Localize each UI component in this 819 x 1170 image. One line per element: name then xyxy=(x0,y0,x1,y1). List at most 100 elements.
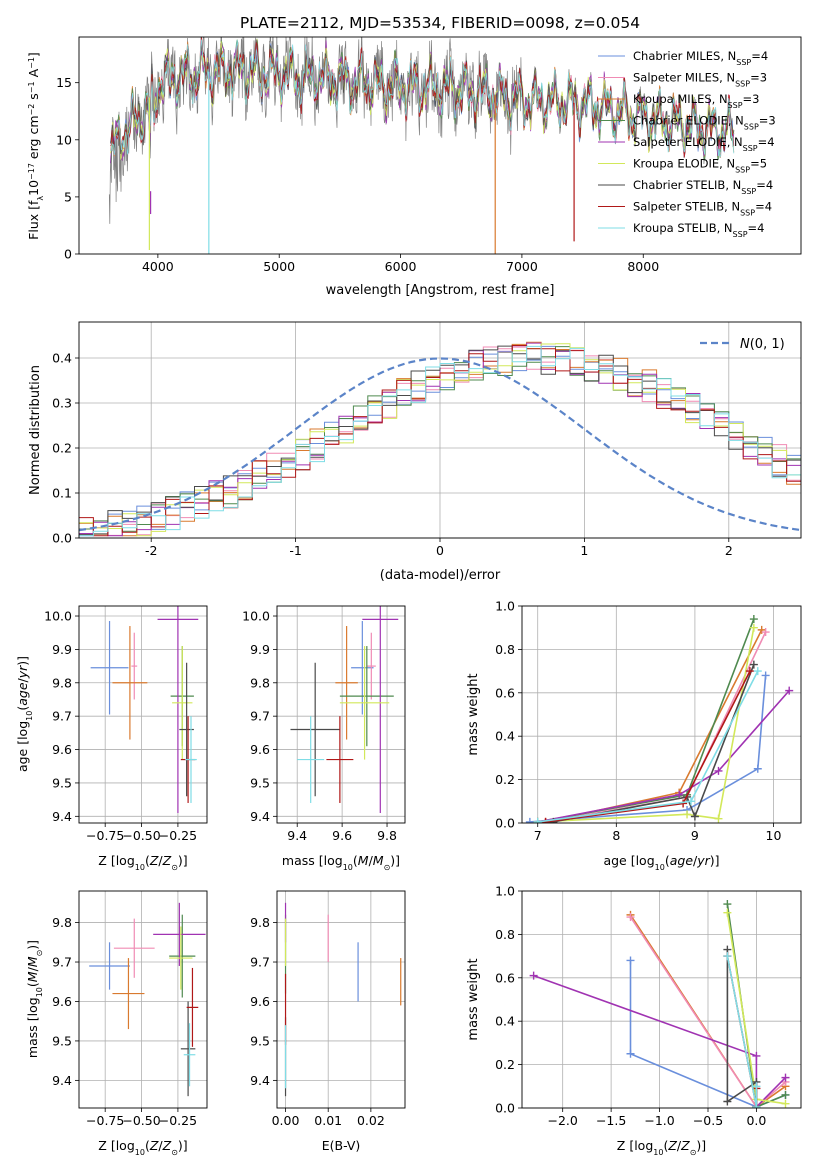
y-tick-label: 1.0 xyxy=(495,599,515,614)
x-tick-label: 7 xyxy=(534,828,542,843)
x-tick-label: 8 xyxy=(612,828,620,843)
spectrum-panel: 4000 5000 6000 7000 8000 0 5 10 15 wavelength [An… xyxy=(26,36,802,298)
x-tick-label: −0.75 xyxy=(86,1113,124,1128)
weight-marker xyxy=(714,814,723,823)
errorbars xyxy=(89,902,206,1097)
x-tick-label: 0.00 xyxy=(272,1113,300,1128)
legend-label: Chabrier MILES, NSSP=4 xyxy=(633,49,768,67)
weight-marker xyxy=(529,971,538,980)
figure-title: PLATE=2112, MJD=53534, FIBERID=0098, z=0… xyxy=(240,14,640,32)
legend: Chabrier MILES, NSSP=4 Salpeter MILES, NS… xyxy=(598,49,776,239)
y-axis-label: Flux [fλ10−17 erg cm−2 s−1 A−1] xyxy=(26,52,45,240)
histogram-steps xyxy=(79,341,801,537)
x-tick-label: 5000 xyxy=(263,259,295,274)
y-tick-label: 0.1 xyxy=(52,486,72,501)
errorbar-point xyxy=(351,621,374,715)
errorbar-point xyxy=(185,716,197,803)
axes-frame xyxy=(78,36,802,255)
y-tick-label: 9.4 xyxy=(52,1073,72,1088)
errorbar-point xyxy=(180,1001,196,1097)
weight-lines xyxy=(525,615,794,823)
age-vs-mass-panel: 9.4 9.6 9.8 9.4 9.5 9.6 9.7 9.8 9.9 10.0 mass [log… xyxy=(242,605,406,872)
residual-histogram-panel: -2 -1 0 1 2 0.0 0.1 0.2 0.3 0.4 (data-model)/error… xyxy=(28,321,802,583)
errorbar-point xyxy=(186,967,199,1047)
x-tick-label: −0.75 xyxy=(86,828,124,843)
x-axis-label: mass [log10(M/M⊙)] xyxy=(282,853,400,872)
weight-marker xyxy=(714,766,723,775)
spectrum-lines xyxy=(108,37,735,254)
x-tick-label: 10 xyxy=(766,828,782,843)
x-axis-label: E(B-V) xyxy=(322,1138,361,1153)
x-axis-label: age [log10(age/yr)] xyxy=(603,853,719,872)
x-tick-label: 4000 xyxy=(142,259,174,274)
errorbar-point xyxy=(339,646,394,747)
weight-marker xyxy=(761,671,770,680)
legend-label: Kroupa STELIB, NSSP=4 xyxy=(633,221,764,239)
weight-marker xyxy=(781,1090,790,1099)
weight-marker xyxy=(749,660,758,669)
weight-series-7 xyxy=(553,664,755,823)
y-axis-label: mass weight xyxy=(466,673,481,755)
axes-frame xyxy=(521,605,802,824)
axes-frame xyxy=(276,605,406,824)
x-tick-label: 9.8 xyxy=(377,828,397,843)
errorbar-point xyxy=(112,626,148,740)
y-tick-label: 0.4 xyxy=(52,351,72,366)
y-tick-label: 9.9 xyxy=(52,642,72,657)
errorbar-point xyxy=(112,958,145,1030)
y-tick-label: 9.6 xyxy=(250,742,270,757)
y-tick-label: 9.6 xyxy=(52,742,72,757)
errorbars xyxy=(90,606,199,813)
x-axis-label: wavelength [Angstrom, rest frame] xyxy=(326,283,555,298)
y-axis-label: mass [log10(M/M⊙)] xyxy=(25,940,44,1058)
weight-marker xyxy=(686,797,695,806)
legend-label: Salpeter STELIB, NSSP=4 xyxy=(633,200,772,218)
errorbar-point xyxy=(339,646,390,760)
y-tick-label: 0.6 xyxy=(495,970,515,985)
x-tick-label: −0.50 xyxy=(122,1113,160,1128)
errorbar-point xyxy=(362,606,399,813)
y-tick-label: 9.8 xyxy=(52,675,72,690)
y-tick-label: 5 xyxy=(64,189,72,204)
errorbar-point xyxy=(90,621,129,715)
y-tick-label: 1.0 xyxy=(495,884,515,899)
axes-frame xyxy=(78,890,208,1109)
errorbar-point xyxy=(89,942,130,990)
weight-marker xyxy=(626,956,635,965)
y-tick-label: 9.7 xyxy=(52,709,72,724)
weight-marker xyxy=(723,900,732,909)
weight-vs-age-panel: 7 8 9 10 0.0 0.2 0.4 0.6 0.8 1.0 age [log10(age/yr… xyxy=(466,599,802,872)
legend-label: Kroupa MILES, NSSP=3 xyxy=(633,92,759,110)
x-tick-label: −2.0 xyxy=(548,1113,578,1128)
y-tick-label: 0.2 xyxy=(52,441,72,456)
y-tick-label: 0.0 xyxy=(52,531,72,546)
errorbar-point xyxy=(153,902,206,966)
model-spectrum-6 xyxy=(110,38,735,160)
y-tick-label: 9.5 xyxy=(52,1033,72,1048)
x-tick-label: −0.5 xyxy=(693,1113,723,1128)
model-spectrum-9 xyxy=(110,39,735,158)
weight-marker xyxy=(761,628,770,637)
y-axis-label: mass weight xyxy=(466,958,481,1040)
legend-label: Chabrier STELIB, NSSP=4 xyxy=(633,178,773,196)
x-tick-label: 8000 xyxy=(627,259,659,274)
x-tick-label: 1 xyxy=(580,543,588,558)
weight-series-6 xyxy=(537,627,755,823)
x-tick-label: −0.50 xyxy=(122,828,160,843)
y-axis-label: Normed distribution xyxy=(28,365,43,495)
weight-marker xyxy=(785,686,794,695)
errorbar-point xyxy=(183,1023,196,1087)
y-axis-label: age [log10(age/yr)] xyxy=(15,656,34,772)
x-tick-label: -1 xyxy=(289,543,301,558)
y-tick-label: 0.3 xyxy=(52,396,72,411)
legend-label: N(0, 1) xyxy=(740,337,785,352)
errorbar-point xyxy=(326,716,354,803)
y-tick-label: 10 xyxy=(56,132,72,147)
y-tick-label: 9.7 xyxy=(52,955,72,970)
x-tick-label: −0.25 xyxy=(159,1113,197,1128)
x-tick-label: 0.02 xyxy=(357,1113,385,1128)
weight-vs-metallicity-panel: −2.0 −1.5 −1.0 −0.5 0.0 0.0 0.2 0.4 0.6 0.8 1.0 Z [… xyxy=(466,884,802,1157)
weight-marker xyxy=(690,812,699,821)
x-axis-label: Z [log10(Z/Z⊙)] xyxy=(617,1138,706,1157)
